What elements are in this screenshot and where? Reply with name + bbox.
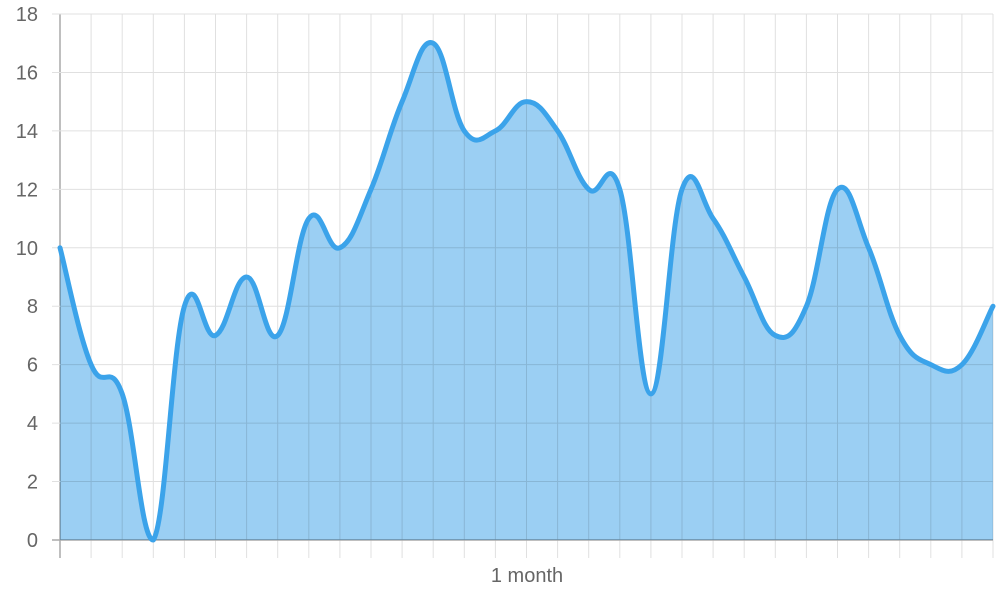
y-tick-label: 0 (27, 530, 38, 552)
y-tick-label: 4 (27, 413, 38, 435)
y-tick-label: 6 (27, 355, 38, 377)
series-area-fill (60, 42, 993, 540)
y-tick-label: 8 (27, 296, 38, 318)
y-axis-ticks: 0 2 4 6 8 10 12 14 16 18 (16, 4, 38, 552)
y-tick-label: 2 (27, 472, 38, 494)
y-tick-label: 18 (16, 4, 38, 26)
y-tick-label: 14 (16, 121, 38, 143)
y-tick-label: 10 (16, 238, 38, 260)
y-tick-label: 16 (16, 62, 38, 84)
y-tick-label: 12 (16, 179, 38, 201)
x-axis-label: 1 month (491, 565, 563, 587)
series-line (57, 40, 996, 543)
